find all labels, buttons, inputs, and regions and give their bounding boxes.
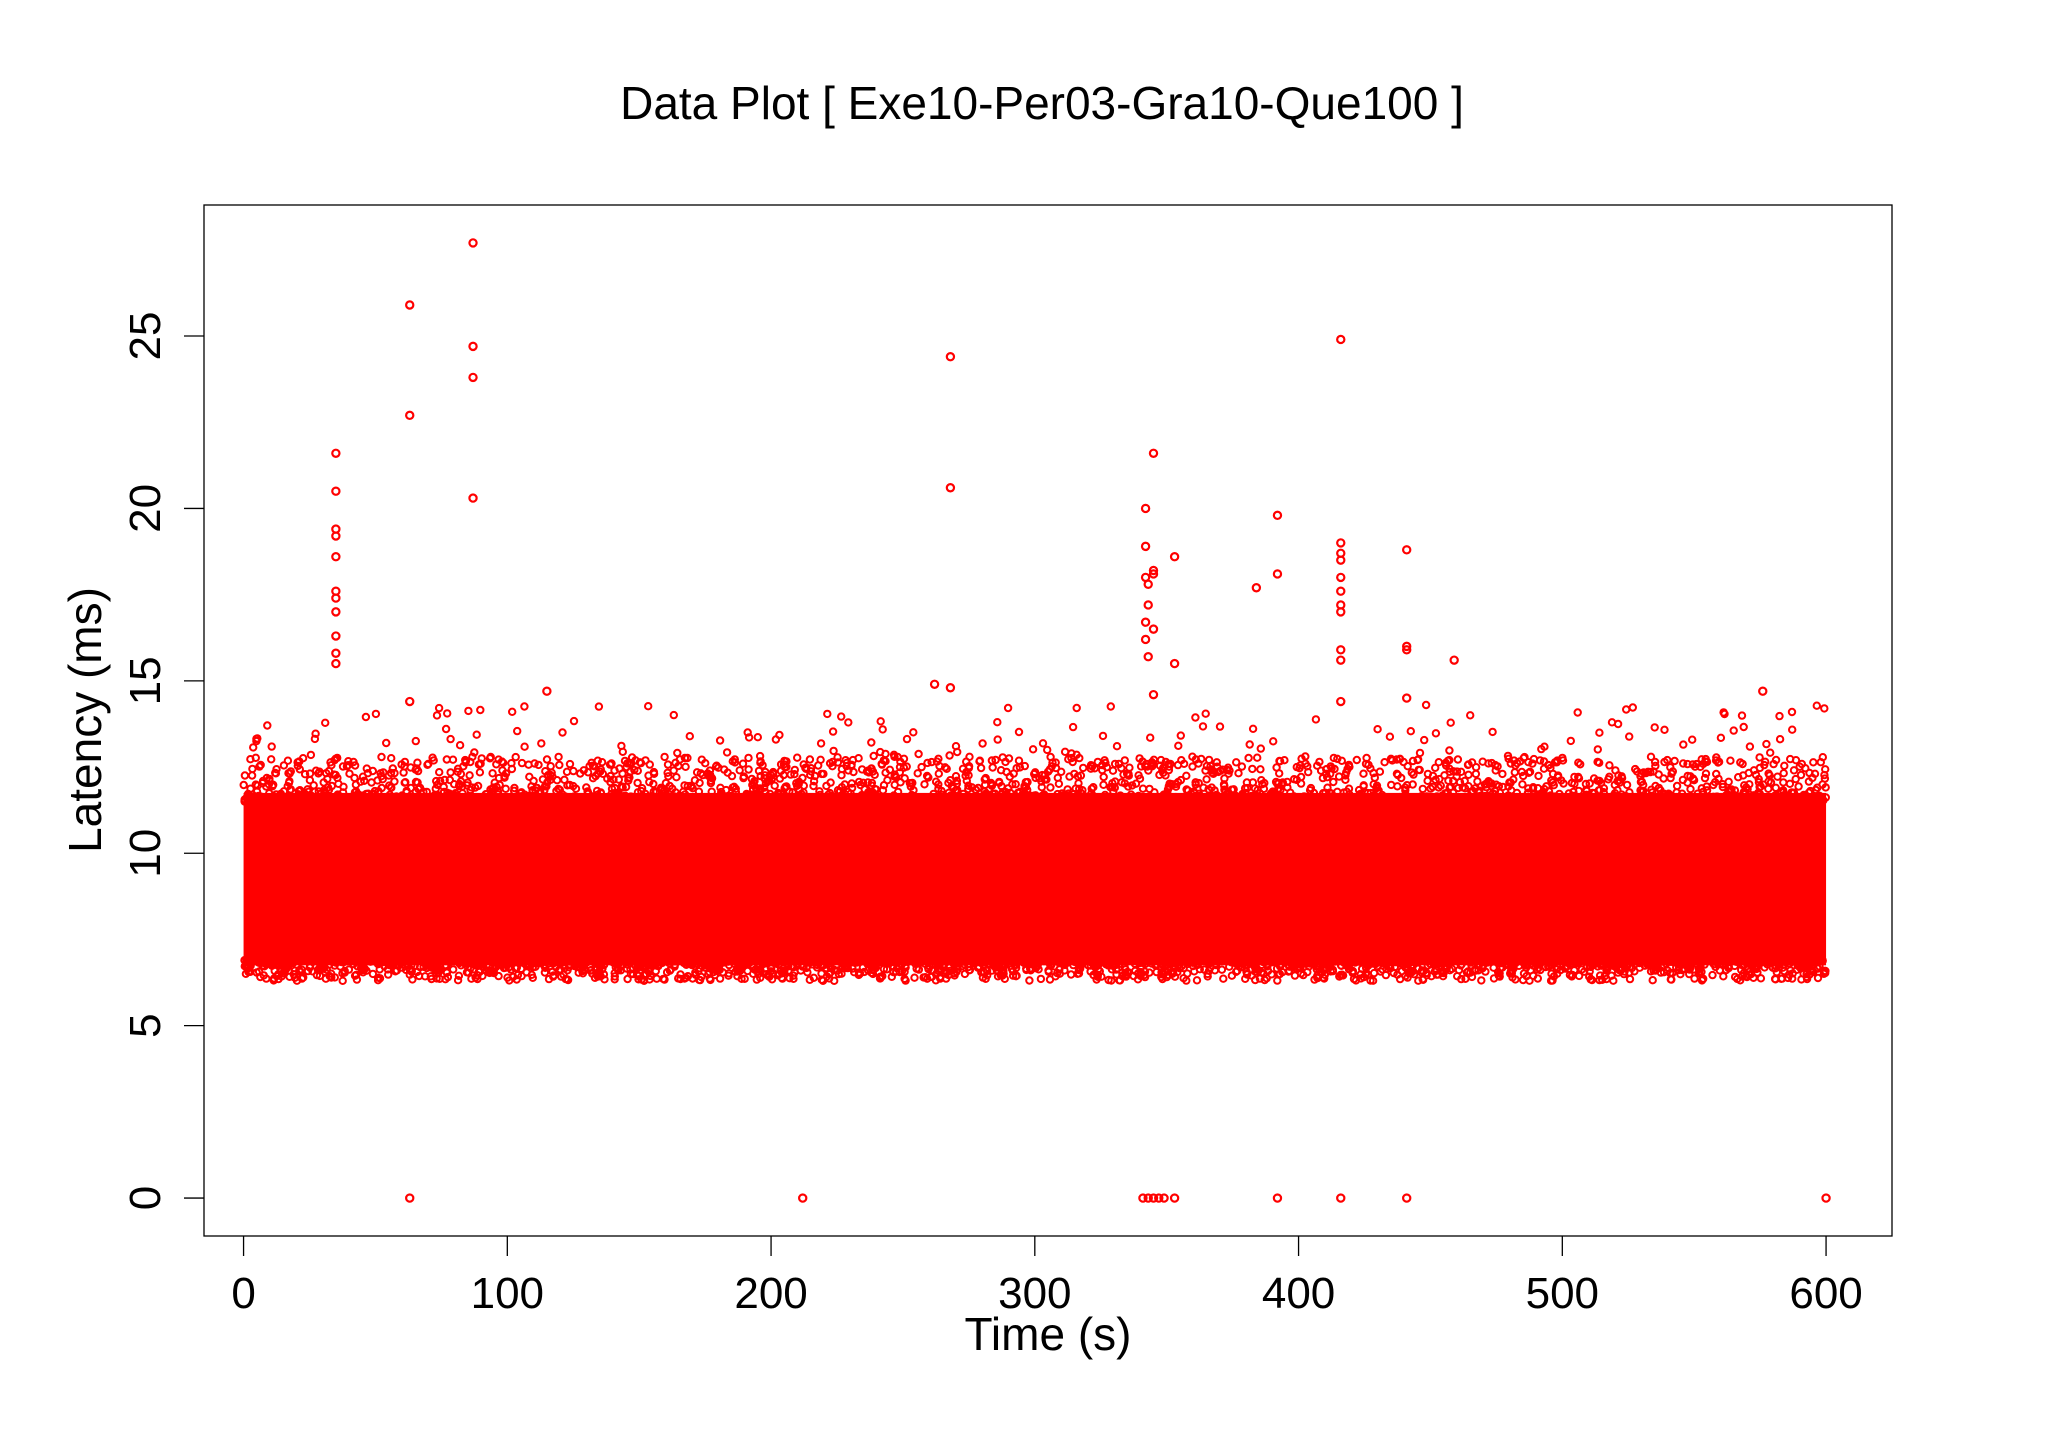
data-point <box>405 410 415 421</box>
data-point <box>1821 1193 1831 1203</box>
x-tick-label: 400 <box>1262 1269 1335 1318</box>
data-points <box>239 238 1831 1203</box>
dense-band-fringe <box>239 700 1830 985</box>
y-axis: 0 5 10 15 20 25 <box>121 312 204 1210</box>
data-point <box>945 352 956 362</box>
x-axis: 0 100 200 300 400 500 600 <box>231 1236 1863 1318</box>
data-point <box>1169 658 1180 669</box>
data-point <box>1143 1193 1153 1203</box>
data-point <box>1251 583 1262 593</box>
y-tick-label: 0 <box>121 1186 170 1210</box>
data-point <box>1401 693 1412 703</box>
data-point <box>1148 1193 1159 1203</box>
data-point <box>468 341 478 352</box>
data-point <box>1336 538 1346 548</box>
data-point <box>331 593 341 603</box>
data-point <box>945 683 956 693</box>
x-tick-label: 500 <box>1526 1269 1599 1318</box>
data-point <box>1336 1193 1346 1203</box>
data-point <box>331 658 341 669</box>
plot-frame <box>203 204 1893 1237</box>
data-point <box>1449 655 1459 665</box>
dense-band-core <box>243 792 1827 966</box>
data-point <box>1336 555 1346 565</box>
y-tick-label: 5 <box>121 1013 170 1037</box>
data-point <box>331 448 341 458</box>
data-point <box>1401 645 1412 655</box>
data-point <box>1140 634 1151 645</box>
data-point <box>1272 1193 1283 1203</box>
data-point <box>1138 1193 1148 1203</box>
data-point <box>1143 579 1153 589</box>
data-point <box>1148 448 1159 458</box>
x-tick-label: 600 <box>1789 1269 1862 1318</box>
data-point <box>542 686 552 696</box>
data-point <box>1159 1193 1169 1203</box>
data-point <box>1401 641 1412 652</box>
data-point <box>1336 572 1346 583</box>
data-point <box>468 493 478 503</box>
data-point <box>1148 565 1159 576</box>
data-point <box>1758 686 1768 696</box>
data-point <box>1169 552 1180 562</box>
data-point <box>1140 617 1151 627</box>
data-point <box>929 679 940 689</box>
y-tick-label: 10 <box>121 829 170 878</box>
data-point <box>331 486 341 496</box>
y-tick-label: 20 <box>121 484 170 533</box>
data-point <box>1140 541 1151 552</box>
data-point <box>1143 600 1153 610</box>
y-axis-label: Latency (ms) <box>59 587 111 853</box>
data-point <box>1148 569 1159 579</box>
data-point <box>1140 503 1151 514</box>
data-point <box>1272 510 1283 521</box>
data-point <box>468 372 478 383</box>
data-point <box>405 300 415 310</box>
data-point <box>1336 607 1346 617</box>
data-point <box>331 531 341 541</box>
x-axis-label: Time (s) <box>965 1308 1132 1360</box>
data-point <box>798 1193 808 1203</box>
data-point <box>331 552 341 562</box>
data-point <box>1336 696 1346 707</box>
data-point <box>405 1193 415 1203</box>
data-point <box>1401 1193 1412 1203</box>
data-point <box>1336 655 1346 665</box>
data-point <box>1148 624 1159 634</box>
data-point <box>468 238 478 248</box>
data-point <box>331 631 341 641</box>
data-point <box>1272 569 1283 579</box>
data-point <box>1336 586 1346 596</box>
data-point <box>1143 652 1153 662</box>
data-point <box>1336 645 1346 655</box>
y-tick-label: 25 <box>121 312 170 361</box>
chart-title: Data Plot [ Exe10-Per03-Gra10-Que100 ] <box>620 77 1464 129</box>
data-point <box>331 607 341 617</box>
data-point <box>1401 545 1412 555</box>
x-tick-label: 0 <box>231 1269 255 1318</box>
x-tick-label: 300 <box>998 1269 1071 1318</box>
data-point <box>405 696 415 707</box>
y-tick-label: 15 <box>121 656 170 705</box>
x-tick-label: 200 <box>734 1269 807 1318</box>
data-point <box>1336 334 1346 345</box>
data-point <box>1154 1193 1164 1203</box>
data-point <box>1148 689 1159 700</box>
data-point <box>1169 1193 1180 1203</box>
data-point <box>945 483 956 493</box>
x-tick-label: 100 <box>471 1269 544 1318</box>
data-point <box>331 648 341 658</box>
